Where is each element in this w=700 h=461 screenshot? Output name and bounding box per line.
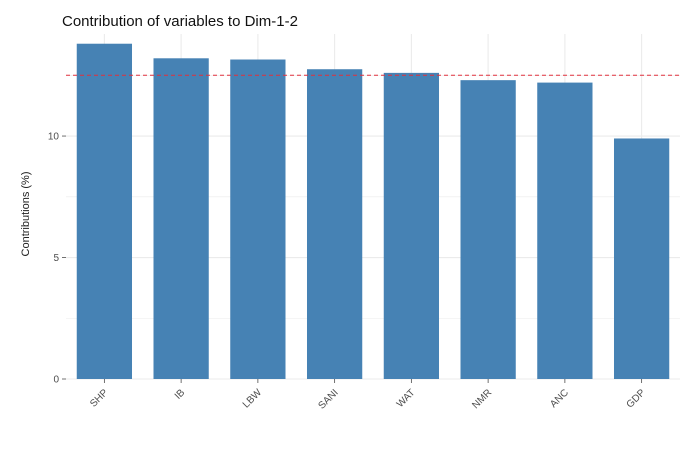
x-tick-label: LBW — [241, 387, 264, 410]
x-tick-label: ANC — [548, 387, 571, 410]
bar-gdp — [613, 138, 670, 379]
y-tick-label: 5 — [53, 253, 59, 264]
bar-anc — [537, 82, 593, 379]
bar-nmr — [460, 80, 516, 379]
bar-ib — [153, 58, 209, 379]
bar-shp — [76, 43, 133, 379]
x-tick-label: SANI — [316, 387, 340, 411]
y-tick-label: 10 — [48, 132, 60, 143]
x-tick-label: NMR — [470, 387, 494, 411]
y-axis-label: Contributions (%) — [20, 172, 32, 257]
x-tick-label: WAT — [395, 387, 418, 410]
bar-sani — [306, 69, 363, 379]
x-tick-label: IB — [173, 387, 188, 402]
bar-lbw — [230, 59, 286, 380]
bar-wat — [383, 72, 440, 380]
chart-title: Contribution of variables to Dim-1-2 — [62, 13, 298, 30]
y-tick-label: 0 — [53, 375, 59, 386]
bars-layer — [76, 43, 670, 380]
x-tick-label: GDP — [625, 387, 648, 410]
x-tick-label: SHP — [88, 387, 111, 410]
